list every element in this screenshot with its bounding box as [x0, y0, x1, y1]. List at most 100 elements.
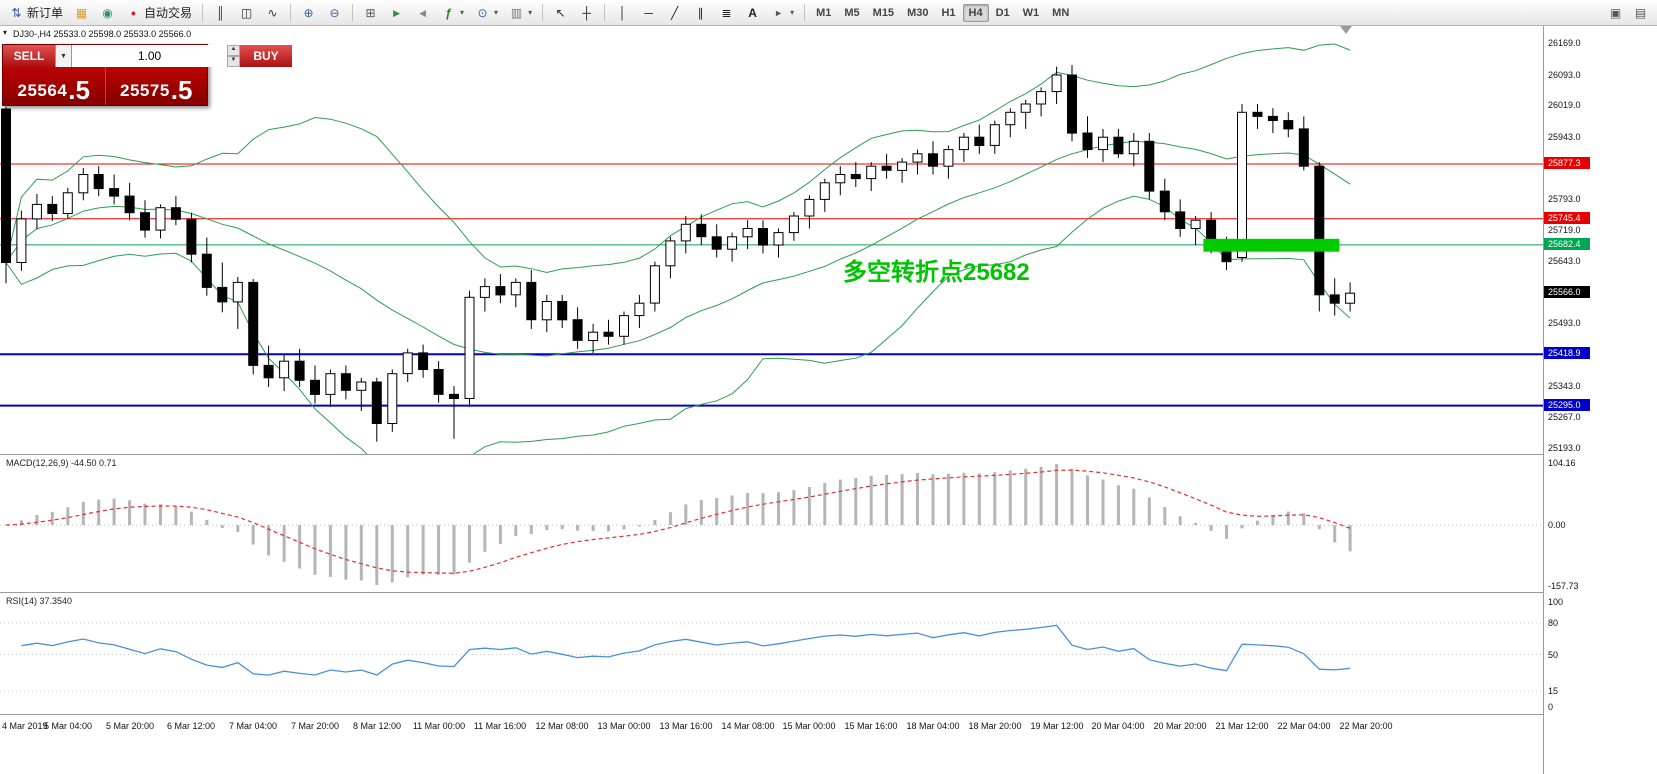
macd-label: MACD(12,26,9) -44.50 0.71 — [6, 458, 117, 468]
tf-M15[interactable]: M15 — [872, 6, 895, 19]
trendline-tool-button[interactable]: ╱ — [662, 1, 687, 25]
time-axis-label: 14 Mar 08:00 — [721, 721, 775, 731]
new-order-icon: ⇅ — [11, 5, 22, 20]
time-axis-label: 20 Mar 20:00 — [1153, 721, 1207, 731]
rsi-chart[interactable] — [0, 594, 1543, 714]
macd-axis-label: 0.00 — [1548, 520, 1566, 530]
price-axis-label: 25943.0 — [1548, 132, 1581, 142]
zoom-out-button[interactable]: ⊖ — [322, 1, 347, 25]
chart-annotation[interactable]: 多空转折点25682 — [843, 259, 1030, 286]
tf-M1[interactable]: M1 — [816, 6, 832, 19]
bar-chart-button[interactable]: ║ — [208, 1, 233, 25]
timeframe-button-group: M1 M5 M15 M30 H1 H4 D1 W1 MN — [810, 3, 1075, 22]
candlestick-chart[interactable] — [0, 26, 1543, 454]
time-axis-label: 18 Mar 04:00 — [906, 721, 960, 731]
price-axis-label: 26019.0 — [1548, 100, 1581, 110]
channel-tool-button[interactable]: ∥ — [688, 1, 713, 25]
rsi-axis-label: 50 — [1548, 650, 1559, 660]
price-axis-label: 25793.0 — [1548, 194, 1581, 204]
rsi-axis-label: 100 — [1548, 597, 1564, 607]
crosshair-button[interactable]: ┼ — [574, 1, 599, 25]
tile-windows-button[interactable]: ⊞ — [358, 1, 383, 25]
volume-input[interactable] — [72, 45, 227, 67]
templates-icon: ▥ — [510, 5, 523, 20]
new-chart-window-button[interactable]: ▣ — [1603, 1, 1628, 25]
toolbar-separator — [804, 3, 806, 22]
indicators-button[interactable]: ƒ ▾ — [436, 1, 469, 25]
price-tag: 25418.9 — [1544, 347, 1590, 359]
tf-M5[interactable]: M5 — [844, 6, 860, 19]
new-order-button[interactable]: ⇅ 新订单 — [4, 1, 68, 25]
bar-chart-icon: ║ — [216, 5, 225, 20]
sell-price-frac: .5 — [68, 75, 90, 105]
price-tag: 25682.4 — [1544, 238, 1590, 250]
sell-button[interactable]: SELL — [3, 45, 55, 67]
auto-scroll-button[interactable]: ▶ — [384, 1, 409, 25]
hline-tool-button[interactable]: ─ — [636, 1, 661, 25]
vline-tool-button[interactable]: │ — [610, 1, 635, 25]
arrows-tool-button[interactable]: ► ▾ — [766, 1, 799, 25]
tf-M30[interactable]: M30 — [907, 6, 929, 19]
time-axis[interactable]: 4 Mar 2019 5 Mar 04:00 5 Mar 20:00 6 Mar 12… — [0, 716, 1543, 774]
line-chart-button[interactable]: ∿ — [260, 1, 285, 25]
templates-button[interactable]: ▥ ▾ — [504, 1, 537, 25]
price-tag: 25745.4 — [1544, 212, 1590, 224]
text-tool-button[interactable]: A — [740, 1, 765, 25]
time-axis-label: 13 Mar 16:00 — [659, 721, 713, 731]
time-axis-label: 15 Mar 16:00 — [844, 721, 898, 731]
profile-button[interactable]: ▦ — [69, 1, 94, 25]
tf-H4[interactable]: H4 — [962, 3, 989, 22]
trade-panel-prices: 25564 .5 25575 .5 — [3, 67, 207, 105]
price-axis-label: 25267.0 — [1548, 412, 1581, 422]
chart-shift-icon: ◀ — [419, 7, 426, 18]
toolbar-separator — [290, 3, 292, 22]
volume-up-icon[interactable]: ▲ — [227, 45, 240, 56]
tf-MN[interactable]: MN — [1052, 6, 1070, 19]
toolbar-separator — [202, 3, 204, 22]
chart-shift-marker-icon[interactable] — [1340, 26, 1352, 34]
rsi-axis-label: 15 — [1548, 686, 1559, 696]
buy-price-frac: .5 — [170, 75, 193, 105]
chart-shift-button[interactable]: ◀ — [410, 1, 435, 25]
time-axis-label: 7 Mar 20:00 — [290, 721, 340, 731]
zoom-in-button[interactable]: ⊕ — [296, 1, 321, 25]
chevron-down-icon: ▾ — [494, 8, 499, 17]
cursor-icon: ↖ — [555, 5, 566, 20]
macd-chart[interactable] — [0, 456, 1543, 592]
toolbar-separator — [542, 3, 544, 22]
price-pane[interactable]: ▾ DJ30-,H4 25533.0 25598.0 25533.0 25566… — [0, 26, 1543, 455]
time-axis-label: 5 Mar 20:00 — [105, 721, 155, 731]
sell-price-main: 25564 — [17, 81, 68, 100]
data-window-button[interactable]: ◉ — [95, 1, 120, 25]
indicators-icon: ƒ — [445, 5, 452, 20]
price-axis[interactable]: 26169.0 26093.0 26019.0 25943.0 25793.0 25719… — [1543, 26, 1657, 774]
buy-price[interactable]: 25575 .5 — [104, 67, 208, 105]
time-axis-label: 12 Mar 08:00 — [535, 721, 589, 731]
rsi-pane[interactable]: RSI(14) 37.3540 — [0, 594, 1543, 715]
volume-dropdown[interactable]: ▼ — [55, 45, 72, 67]
price-axis-label: 26093.0 — [1548, 70, 1581, 80]
candlestick-chart-button[interactable]: ◫ — [234, 1, 259, 25]
price-axis-label: 25493.0 — [1548, 318, 1581, 328]
time-axis-label: 19 Mar 12:00 — [1030, 721, 1084, 731]
macd-pane[interactable]: MACD(12,26,9) -44.50 0.71 — [0, 456, 1543, 593]
sell-price[interactable]: 25564 .5 — [3, 67, 105, 105]
zoom-in-icon: ⊕ — [303, 5, 314, 20]
buy-button[interactable]: BUY — [240, 45, 292, 67]
volume-down-icon[interactable]: ▼ — [227, 56, 240, 67]
chart-list-button[interactable]: ▤ — [1628, 1, 1653, 25]
cursor-button[interactable]: ↖ — [548, 1, 573, 25]
toolbar-separator — [604, 3, 606, 22]
new-order-label: 新订单 — [27, 6, 64, 20]
auto-trading-button[interactable]: ● 自动交易 — [121, 1, 197, 25]
tf-W1[interactable]: W1 — [1022, 6, 1040, 19]
one-click-collapse-icon[interactable]: ▾ — [3, 28, 8, 37]
fibonacci-tool-button[interactable]: ≣ — [714, 1, 739, 25]
chevron-down-icon: ▾ — [528, 8, 533, 17]
rsi-axis-label: 0 — [1548, 702, 1554, 712]
tf-D1[interactable]: D1 — [995, 6, 1010, 19]
horizontal-line-icon: ─ — [644, 5, 653, 20]
periods-button[interactable]: ⊙ ▾ — [470, 1, 503, 25]
tf-H1[interactable]: H1 — [941, 6, 956, 19]
text-tool-icon: A — [748, 5, 757, 20]
